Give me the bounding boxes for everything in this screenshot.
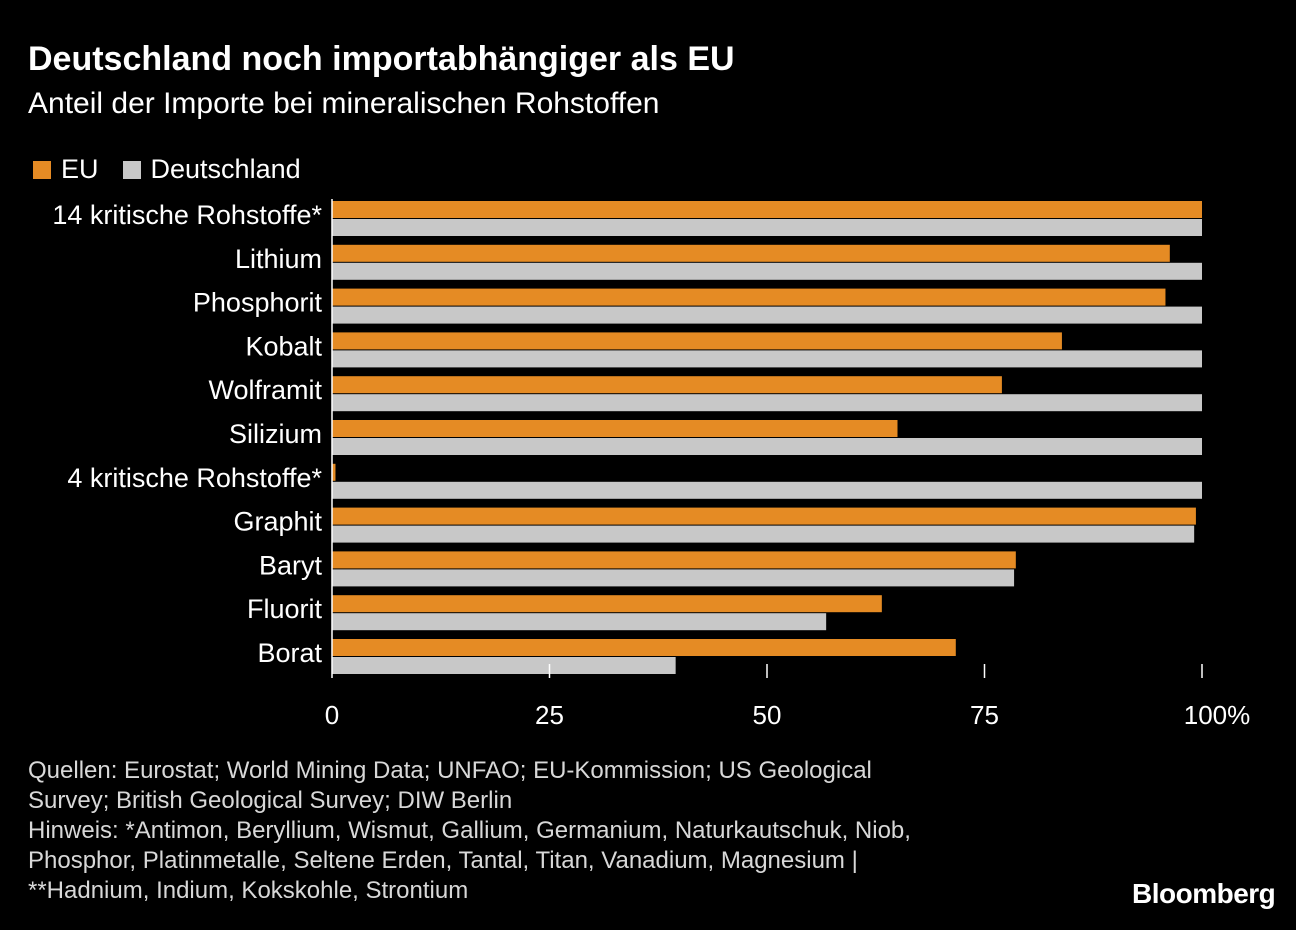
bar-deutschland	[332, 613, 827, 631]
bar-eu	[332, 288, 1166, 306]
bar-eu	[332, 201, 1202, 218]
bar-eu	[332, 639, 956, 656]
category-label: 14 kritische Rohstoffe*	[52, 200, 322, 230]
legend-swatch-eu	[33, 160, 51, 179]
category-label: Kobalt	[245, 331, 322, 361]
bar-deutschland	[332, 350, 1202, 368]
x-tick-label: 75	[970, 700, 999, 730]
legend-item-eu: EU	[33, 156, 99, 183]
bar-chart: 14 kritische Rohstoffe* Lithium Phosphorit…	[52, 199, 1251, 730]
category-label: Phosphorit	[193, 288, 323, 318]
category-label: Fluorit	[247, 594, 323, 624]
legend: EU Deutschland	[33, 156, 325, 183]
bar-eu	[332, 595, 882, 613]
chart-title: Deutschland noch importabhängiger als EU	[28, 40, 735, 78]
x-tick-label: 25	[535, 700, 564, 730]
category-label: Silizium	[229, 419, 322, 449]
footnote-line: Phosphor, Platinmetalle, Seltene Erden, …	[28, 847, 858, 874]
footnote: Quellen: Eurostat; World Mining Data; UN…	[28, 756, 1108, 906]
bloomberg-logo: Bloomberg	[1132, 878, 1276, 909]
bar-eu	[332, 376, 1002, 394]
bar-eu	[332, 332, 1062, 350]
chart-subtitle: Anteil der Importe bei mineralischen Roh…	[28, 87, 660, 120]
legend-item-deutschland: Deutschland	[122, 154, 301, 184]
footnote-line: Hinweis: *Antimon, Beryllium, Wismut, Ga…	[28, 817, 911, 844]
bar-eu	[332, 551, 1016, 569]
category-label: Borat	[257, 638, 322, 668]
category-label: 4 kritische Rohstoffe*	[67, 463, 322, 493]
legend-swatch-deutschland	[122, 160, 141, 179]
bar-eu	[332, 507, 1196, 525]
bar-deutschland	[332, 306, 1202, 324]
category-label: Graphit	[233, 507, 322, 537]
category-label: Lithium	[235, 244, 322, 274]
legend-label-deutschland: Deutschland	[150, 154, 301, 184]
bar-deutschland	[332, 481, 1202, 499]
footnote-line: Quellen: Eurostat; World Mining Data; UN…	[28, 757, 872, 784]
bar-eu	[332, 463, 336, 481]
legend-label-eu: EU	[61, 154, 99, 184]
bar-deutschland	[332, 525, 1195, 543]
x-tick-label: 50	[753, 700, 782, 730]
bar-deutschland	[332, 657, 676, 674]
bar-deutschland	[332, 262, 1202, 280]
bar-eu	[332, 244, 1170, 262]
footnote-line: **Hadnium, Indium, Kokskohle, Strontium	[28, 877, 469, 904]
footnote-line: Survey; British Geological Survey; DIW B…	[28, 787, 513, 814]
bar-deutschland	[332, 569, 1015, 587]
x-tick-label: 100%	[1184, 700, 1251, 730]
x-tick-label: 0	[325, 700, 339, 730]
bar-deutschland	[332, 394, 1202, 412]
bar-deutschland	[332, 219, 1202, 236]
category-label: Baryt	[259, 550, 323, 580]
category-label: Wolframit	[208, 375, 322, 405]
bar-eu	[332, 420, 898, 437]
bar-deutschland	[332, 438, 1202, 455]
